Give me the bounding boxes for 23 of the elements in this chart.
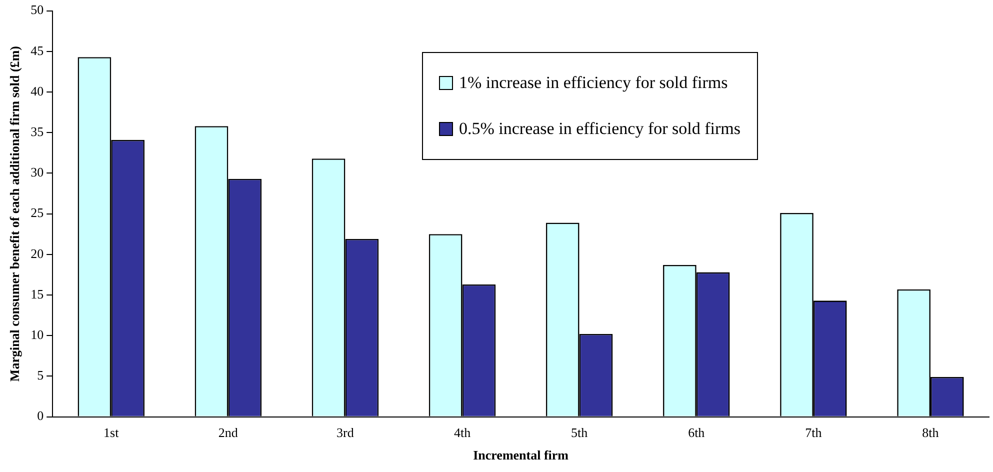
legend-label: 0.5% increase in efficiency for sold firms bbox=[459, 119, 741, 139]
x-tick-label: 2nd bbox=[218, 425, 238, 440]
x-tick-label: 6th bbox=[688, 425, 706, 440]
y-tick-label: 45 bbox=[30, 42, 44, 58]
y-axis-title: Marginal consumer benefit of each additional firm sold (£m) bbox=[7, 46, 22, 382]
y-tick-label: 0 bbox=[37, 408, 44, 424]
legend-label: 1% increase in efficiency for sold firms bbox=[459, 73, 728, 93]
y-tick-label: 20 bbox=[30, 246, 44, 261]
x-axis-title: Incremental firm bbox=[473, 448, 569, 463]
y-tick-label: 35 bbox=[30, 124, 44, 140]
x-tick-label: 3rd bbox=[336, 425, 354, 440]
y-tick-label: 10 bbox=[30, 327, 44, 342]
x-tick-label: 7th bbox=[805, 425, 822, 440]
x-tick-label: 5th bbox=[571, 425, 588, 440]
x-tick-label: 4th bbox=[454, 425, 472, 440]
y-tick-label: 25 bbox=[30, 205, 44, 220]
y-tick-label: 15 bbox=[30, 286, 44, 302]
y-tick-label: 50 bbox=[30, 2, 44, 18]
x-tick-label: 8th bbox=[922, 425, 940, 440]
x-tick-label: 1st bbox=[104, 425, 120, 440]
y-tick-label: 30 bbox=[30, 164, 44, 180]
y-tick-label: 5 bbox=[37, 368, 44, 383]
y-tick-label: 40 bbox=[30, 83, 44, 98]
